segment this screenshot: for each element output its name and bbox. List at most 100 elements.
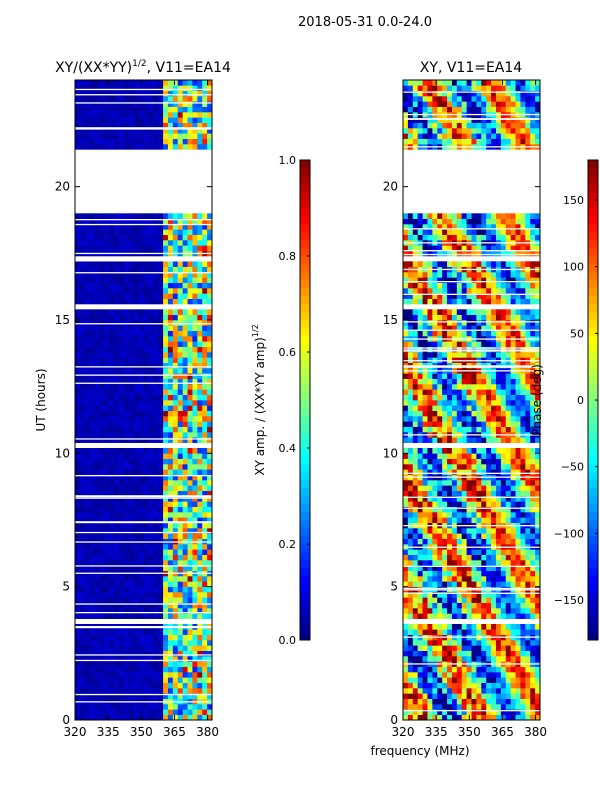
heatmap-cell: [133, 640, 139, 646]
heatmap-cell: [500, 389, 507, 395]
heatmap-row: [403, 629, 541, 635]
heatmap-cell: [520, 405, 526, 411]
heatmap-cell: [138, 464, 144, 470]
colorbar-segment: [300, 288, 310, 297]
heatmap-cell: [451, 698, 458, 705]
heatmap-cell: [153, 565, 159, 571]
heatmap-cell: [407, 469, 414, 475]
heatmap-cell: [89, 90, 95, 97]
heatmap-cell: [79, 592, 86, 598]
heatmap-cell: [520, 448, 526, 454]
heatmap-cell: [75, 634, 81, 641]
heatmap-cell: [197, 378, 203, 385]
heatmap-cell: [461, 602, 467, 609]
heatmap-cell: [177, 602, 184, 609]
heatmap-cell: [177, 90, 184, 97]
heatmap-cell: [172, 656, 179, 662]
heatmap-cell: [104, 85, 110, 91]
heatmap-cell: [202, 80, 208, 86]
heatmap-cell: [207, 560, 213, 566]
heatmap-cell: [89, 346, 95, 353]
heatmap-cell: [505, 416, 512, 422]
heatmap-cell: [148, 554, 154, 561]
heatmap-cell: [84, 640, 91, 646]
heatmap-cell: [437, 560, 443, 566]
heatmap-cell: [182, 485, 188, 491]
heatmap-cell: [143, 576, 149, 582]
heatmap-cell: [138, 496, 144, 502]
heatmap-cell: [437, 506, 443, 513]
heatmap-cell: [182, 245, 188, 251]
heatmap-cell: [427, 485, 433, 491]
heatmap-cell: [456, 426, 463, 433]
heatmap-row: [403, 410, 541, 417]
heatmap-cell: [202, 677, 208, 683]
heatmap-cell: [515, 464, 521, 470]
heatmap-cell: [104, 517, 110, 523]
heatmap-cell: [167, 501, 174, 507]
heatmap-cell: [535, 704, 541, 710]
heatmap-cell: [128, 613, 135, 619]
heatmap-cell: [417, 704, 423, 710]
heatmap-cell: [182, 266, 188, 273]
phase-panel-title: XY, V11=EA14: [420, 60, 522, 76]
heatmap-cell: [197, 138, 203, 145]
heatmap-cell: [119, 272, 125, 278]
heatmap-cell: [148, 581, 154, 587]
heatmap-cell: [500, 714, 507, 721]
heatmap-cell: [417, 656, 423, 662]
heatmap-cell: [437, 426, 443, 433]
heatmap-cell: [412, 437, 419, 443]
heatmap-cell: [202, 133, 208, 139]
heatmap-cell: [167, 528, 174, 534]
heatmap-cell: [79, 437, 86, 443]
heatmap-cell: [167, 640, 174, 646]
heatmap-cell: [187, 352, 193, 358]
heatmap-cell: [437, 469, 443, 475]
heatmap-cell: [128, 218, 135, 225]
heatmap-cell: [187, 128, 193, 134]
heatmap-cell: [461, 469, 467, 475]
heatmap-cell: [158, 346, 164, 353]
heatmap-cell: [202, 682, 208, 689]
heatmap-cell: [109, 501, 115, 507]
heatmap-cell: [403, 704, 409, 710]
heatmap-cell: [128, 597, 135, 603]
heatmap-cell: [75, 416, 81, 422]
heatmap-cell: [456, 384, 463, 390]
heatmap-cell: [197, 602, 203, 609]
heatmap-cell: [84, 85, 91, 91]
heatmap-cell: [128, 325, 135, 331]
heatmap-cell: [207, 362, 213, 369]
heatmap-cell: [114, 122, 120, 129]
heatmap-cell: [510, 688, 516, 694]
heatmap-cell: [158, 522, 164, 529]
heatmap-cell: [471, 384, 477, 390]
heatmap-cell: [89, 666, 95, 673]
heatmap-row: [403, 698, 541, 705]
heatmap-cell: [202, 608, 208, 614]
heatmap-cell: [525, 400, 531, 406]
heatmap-cell: [471, 698, 477, 705]
heatmap-cell: [207, 544, 213, 550]
heatmap-cell: [202, 85, 208, 91]
heatmap-cell: [530, 602, 536, 609]
heatmap-cell: [79, 480, 86, 486]
heatmap-row: [75, 389, 213, 395]
heatmap-cell: [466, 645, 472, 651]
colorbar-segment: [300, 200, 310, 209]
heatmap-cell: [177, 682, 184, 689]
heatmap-cell: [177, 234, 184, 241]
heatmap-cell: [114, 213, 120, 219]
heatmap-cell: [104, 661, 110, 667]
heatmap-cell: [466, 373, 472, 379]
heatmap-cell: [530, 554, 536, 561]
heatmap-cell: [119, 421, 125, 427]
heatmap-cell: [172, 122, 179, 129]
heatmap-cell: [476, 672, 482, 678]
heatmap-cell: [461, 565, 467, 571]
heatmap-cell: [84, 608, 91, 614]
heatmap-cell: [163, 608, 169, 614]
heatmap-cell: [500, 506, 507, 513]
heatmap-cell: [163, 560, 169, 566]
